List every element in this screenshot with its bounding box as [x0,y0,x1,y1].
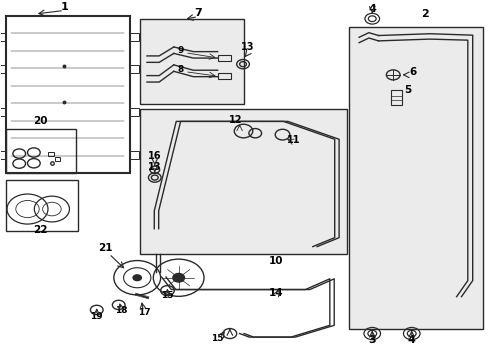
Text: 19: 19 [90,311,103,320]
Bar [0,65,5,73]
Text: 13: 13 [240,42,254,52]
Text: 11: 11 [286,135,300,145]
Text: 18: 18 [115,306,127,315]
Text: 3: 3 [367,335,375,345]
Text: 9: 9 [177,46,183,55]
Bar [5,180,78,230]
Text: 16: 16 [148,151,161,161]
Bar [140,109,346,254]
Circle shape [172,274,184,282]
Text: 5: 5 [404,85,410,95]
Text: 12: 12 [228,115,242,125]
Circle shape [132,274,142,281]
Text: 15: 15 [211,334,224,343]
Bar [5,129,76,173]
Bar [0,33,5,41]
Bar [5,16,130,173]
Text: 20: 20 [33,116,48,126]
Bar [48,152,54,157]
Bar [0,108,5,116]
Text: 4: 4 [367,4,375,14]
Text: 6: 6 [408,67,415,77]
Bar [140,19,244,104]
Bar [217,55,231,61]
Bar [130,33,139,41]
Text: 8: 8 [177,65,183,74]
Bar [348,27,483,329]
Text: 4: 4 [407,335,415,345]
Text: 2: 2 [420,9,428,19]
Text: 15: 15 [161,292,173,301]
Text: 13: 13 [148,162,161,172]
Text: 10: 10 [268,256,283,266]
Bar [130,151,139,159]
Text: 21: 21 [98,243,113,253]
Bar [217,73,231,79]
Bar [55,157,60,161]
Bar [130,65,139,73]
Text: 17: 17 [138,307,150,316]
Bar [0,151,5,159]
Bar [390,90,402,105]
Text: 14: 14 [268,288,283,298]
Bar [130,108,139,116]
Text: 22: 22 [33,225,48,235]
Text: 7: 7 [194,8,202,18]
Text: 1: 1 [60,2,68,12]
